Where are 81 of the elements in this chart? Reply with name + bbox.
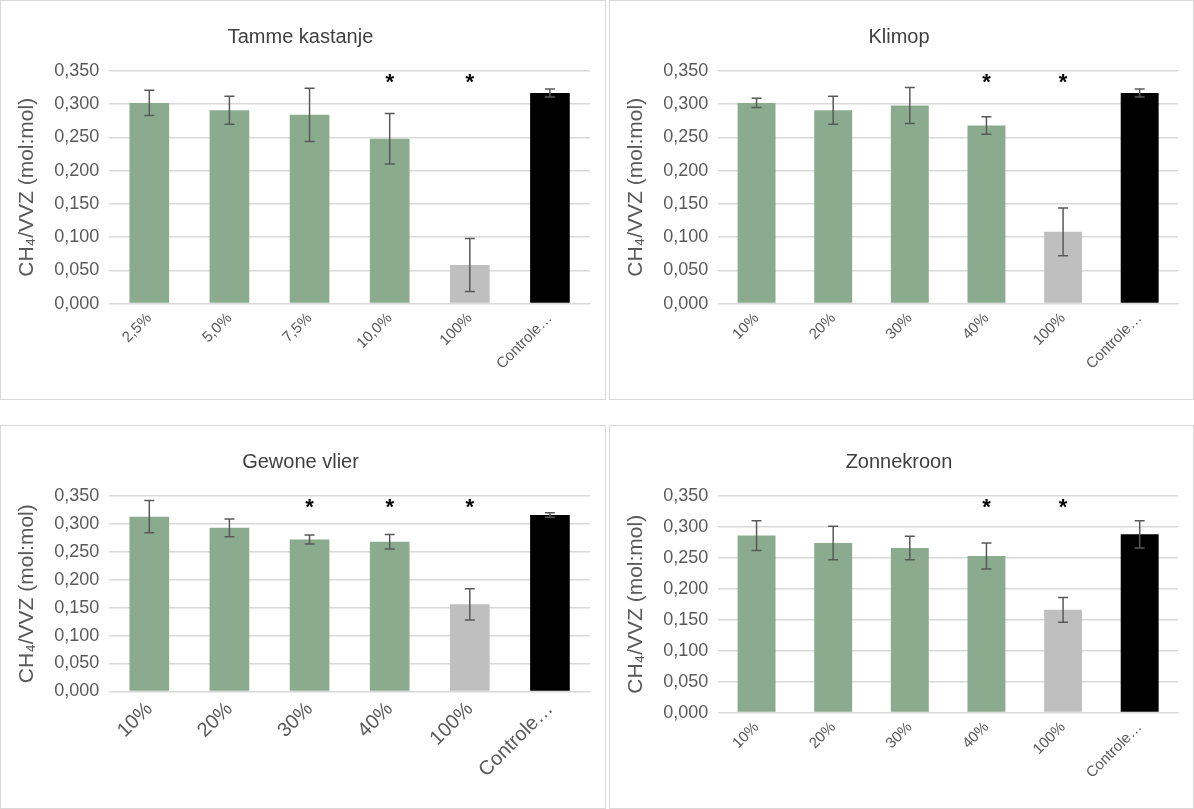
y-tick-label: 0,150 [663,192,709,213]
bar [129,102,170,303]
y-tick-label: 0,350 [663,484,709,505]
x-tick-label: 40% [352,696,397,741]
y-tick-label: 0,150 [54,596,100,617]
y-tick-label: 0,050 [54,652,100,673]
y-tick-label: 0,350 [54,59,100,80]
y-tick-label: 0,250 [54,126,100,147]
y-tick-label: 0,050 [54,259,100,280]
bar [814,543,853,712]
annotation: * [982,494,992,520]
y-axis-title: CH₄/VVZ (mol:mol) [623,97,647,277]
y-tick-label: 0,200 [663,159,709,180]
y-tick-label: 0,300 [663,93,709,114]
bar [530,92,570,303]
x-tick-label: 10% [728,308,762,343]
y-tick-label: 0,050 [663,670,709,691]
chart-title: Klimop [868,24,930,47]
annotation: * [385,494,395,520]
annotation: * [465,69,475,95]
x-tick-label: 30% [272,696,317,741]
bar [209,527,250,691]
bar [1044,609,1083,712]
x-tick-label: 40% [958,308,992,343]
bar [209,110,250,303]
bar [449,265,490,303]
y-tick-label: 0,350 [663,59,709,80]
annotation: * [385,69,395,95]
annotation: * [1058,69,1068,95]
y-tick-label: 0,000 [54,292,100,313]
bar [737,535,776,712]
bar [449,604,490,691]
y-axis-title: CH₄/VVZ (mol:mol) [14,504,38,684]
bar [1044,231,1083,303]
annotation: * [1058,494,1068,520]
bar [289,114,330,303]
annotation: * [305,494,315,520]
x-tick-label: 40% [958,717,992,752]
bar [369,138,410,303]
bar [814,110,853,303]
y-tick-label: 0,200 [54,159,100,180]
y-tick-label: 0,100 [663,226,709,247]
y-tick-label: 0,200 [54,568,100,589]
y-tick-label: 0,300 [54,512,100,533]
bar [289,539,330,691]
bar [1120,534,1159,712]
y-axis-title: CH₄/VVZ (mol:mol) [623,514,647,694]
y-tick-label: 0,000 [663,292,709,313]
bar [530,514,570,691]
bar [1120,92,1159,303]
y-tick-label: 0,000 [663,701,709,722]
bar [129,516,170,691]
x-tick-label: 20% [192,696,237,741]
bar [967,556,1006,712]
y-tick-label: 0,050 [663,259,709,280]
y-tick-label: 0,150 [663,608,709,629]
bar [737,102,776,303]
y-tick-label: 0,350 [54,484,100,505]
x-tick-label: 10% [728,717,762,752]
annotation: * [982,69,992,95]
bar [890,105,929,303]
y-tick-label: 0,100 [663,639,709,660]
chart-title: Zonnekroon [845,449,953,472]
bar [967,125,1006,303]
y-tick-label: 0,300 [663,515,709,536]
y-tick-label: 0,150 [54,192,100,213]
chart-title: Tamme kastanje [227,24,374,47]
y-tick-label: 0,100 [54,226,100,247]
chart-title: Gewone vlier [242,449,360,472]
y-tick-label: 0,200 [663,577,709,598]
y-tick-label: 0,250 [663,546,709,567]
annotation: * [465,494,475,520]
y-tick-label: 0,300 [54,93,100,114]
bar [890,547,929,712]
y-tick-label: 0,100 [54,624,100,645]
y-axis-title: CH₄/VVZ (mol:mol) [14,97,38,277]
y-tick-label: 0,250 [54,540,100,561]
bar [369,541,410,691]
x-tick-label: 10% [112,696,157,741]
y-tick-label: 0,250 [663,126,709,147]
y-tick-label: 0,000 [54,680,100,701]
